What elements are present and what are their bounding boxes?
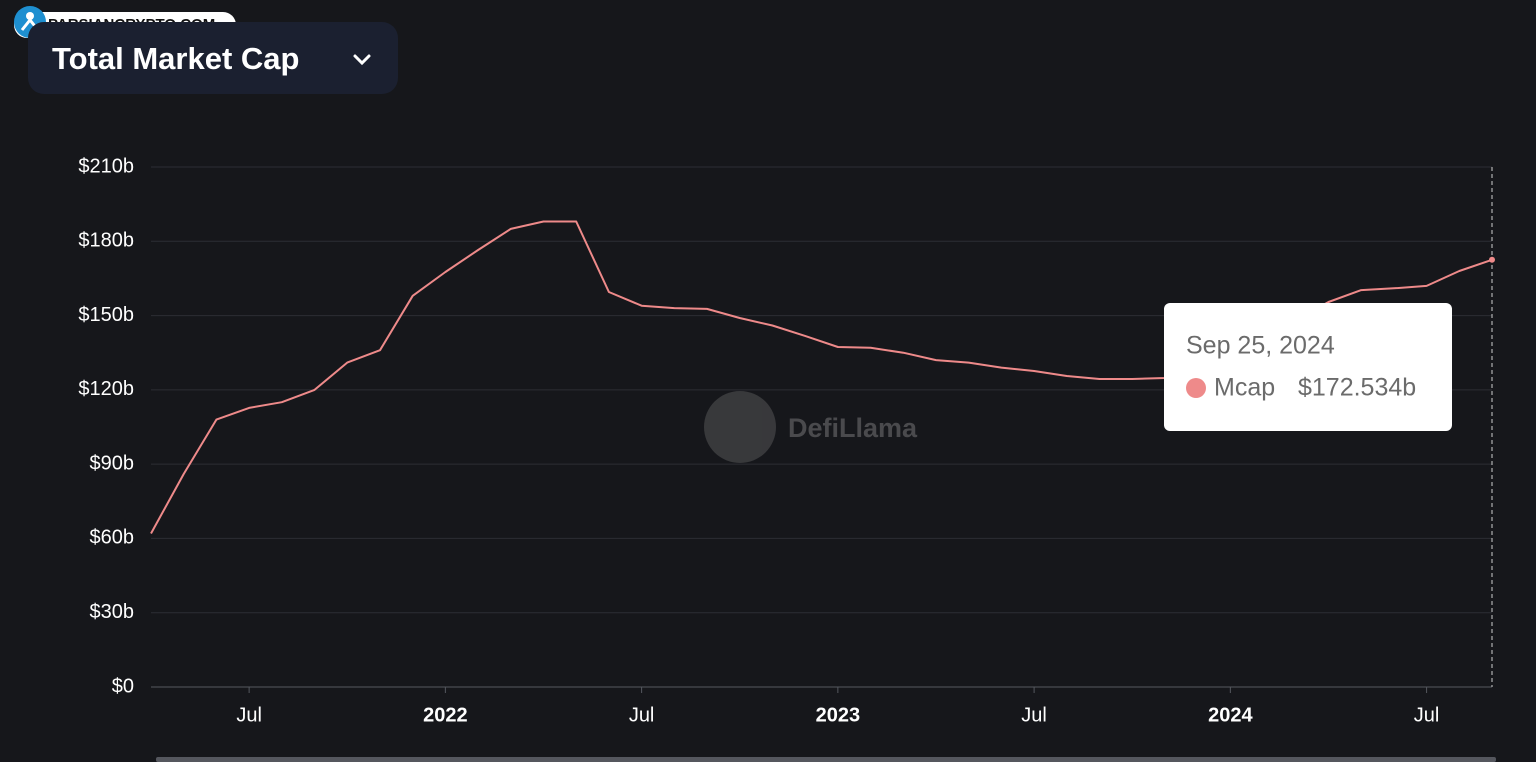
hover-point — [1489, 256, 1495, 263]
y-tick-label: $210b — [78, 155, 134, 177]
x-tick-label: Jul — [236, 704, 262, 726]
watermark-logo — [704, 391, 776, 463]
y-tick-label: $30b — [90, 601, 135, 623]
y-tick-label: $180b — [78, 230, 134, 252]
x-tick-label: 2023 — [816, 704, 861, 726]
dropdown-chevron[interactable] — [353, 54, 371, 66]
watermark: DefiLlama — [704, 391, 918, 463]
tooltip-value: $172.534b — [1298, 374, 1416, 402]
x-tick-label: 2024 — [1208, 704, 1253, 726]
y-tick-label: $90b — [90, 452, 135, 474]
x-tick-label: Jul — [1414, 704, 1440, 726]
plot-area: $0 $30b $60b $90b $120b $150b $180b $210b Jul 202… — [78, 155, 1495, 726]
x-tick-label: Jul — [629, 704, 655, 726]
tooltip: Sep 25, 2024 Mcap $172.534b — [1164, 303, 1452, 431]
tooltip-date: Sep 25, 2024 — [1186, 332, 1335, 360]
tooltip-series-name: Mcap — [1214, 374, 1275, 402]
watermark-text: DefiLlama — [788, 413, 918, 443]
y-tick-label: $120b — [78, 378, 134, 400]
x-tick-label: 2022 — [423, 704, 468, 726]
tooltip-swatch — [1186, 378, 1206, 398]
metric-dropdown[interactable]: Total Market Cap — [28, 22, 398, 94]
y-tick-label: $150b — [78, 304, 134, 326]
x-tick-label: Jul — [1021, 704, 1047, 726]
chart-title: Total Market Cap — [52, 41, 299, 76]
badge-icon-dot — [26, 12, 34, 20]
dropdown-bg[interactable] — [28, 22, 398, 94]
y-tick-label: $60b — [90, 527, 135, 549]
tooltip-box — [1164, 303, 1452, 431]
y-tick-label: $0 — [112, 675, 134, 697]
scrollbar[interactable] — [156, 757, 1496, 762]
